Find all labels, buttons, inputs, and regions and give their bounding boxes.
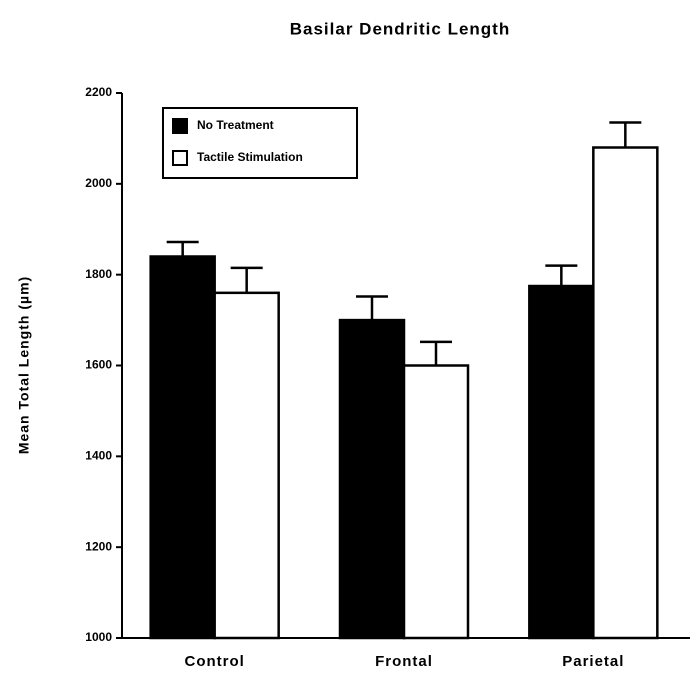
y-tick-label: 1400 [85,449,112,463]
x-tick-label: Frontal [375,653,433,670]
y-tick-label: 1000 [85,630,112,644]
y-axis-label: Mean Total Length (µm) [16,276,32,454]
bar [213,291,280,640]
y-tick-label: 1600 [85,358,112,372]
x-tick-label: Parietal [562,653,624,670]
bar [528,284,595,640]
legend-label: Tactile Stimulation [197,150,303,164]
legend-swatch [172,150,188,166]
bar [149,255,216,640]
chart-title: Basilar Dendritic Length [290,19,510,38]
y-tick-label: 2000 [85,176,112,190]
bar [402,364,470,640]
y-tick-label: 1200 [85,539,112,553]
bar [592,146,659,640]
y-tick-label: 1800 [85,267,112,281]
x-tick-label: Control [185,653,245,670]
bar [338,318,406,640]
legend-label: No Treatment [197,118,274,132]
legend-box [162,107,358,179]
y-tick-label: 2200 [85,85,112,99]
legend-swatch [172,118,188,134]
